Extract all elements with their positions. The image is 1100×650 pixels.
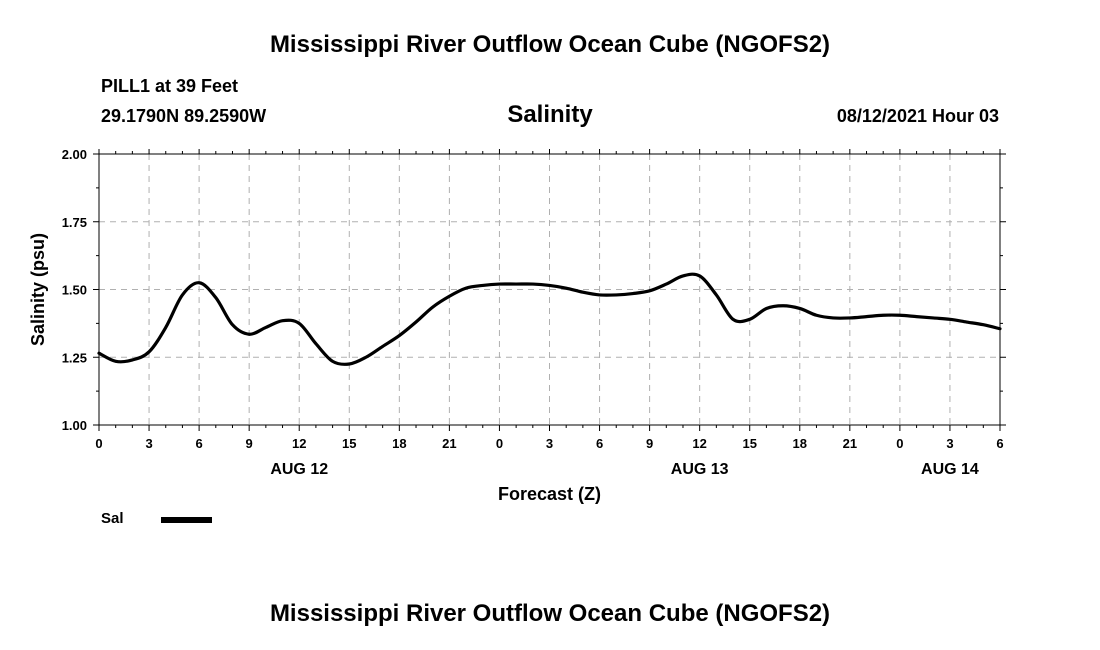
x-tick-label: 3 xyxy=(145,436,152,451)
y-tick-label: 1.50 xyxy=(62,283,87,298)
x-tick-label: 3 xyxy=(946,436,953,451)
series-line-sal xyxy=(97,272,1002,366)
x-tick-label: 12 xyxy=(692,436,706,451)
x-tick-label: 0 xyxy=(496,436,503,451)
y-tick-label: 1.25 xyxy=(62,350,87,365)
y-axis-title: Salinity (psu) xyxy=(28,233,48,346)
legend-label: Sal xyxy=(101,510,124,527)
date-label: AUG 14 xyxy=(921,461,979,478)
x-tick-label: 12 xyxy=(292,436,306,451)
date-label: AUG 12 xyxy=(270,461,328,478)
y-tick-label: 1.75 xyxy=(62,215,87,230)
date-label: AUG 13 xyxy=(671,461,729,478)
x-axis-title: Forecast (Z) xyxy=(498,484,601,504)
x-tick-label: 6 xyxy=(195,436,202,451)
x-tick-label: 3 xyxy=(546,436,553,451)
x-tick-label: 21 xyxy=(442,436,456,451)
station-coords: 29.1790N 89.2590W xyxy=(101,106,267,126)
legend-swatch xyxy=(161,517,212,523)
x-tick-label: 21 xyxy=(843,436,857,451)
x-tick-label: 6 xyxy=(996,436,1003,451)
page-title: Mississippi River Outflow Ocean Cube (NG… xyxy=(269,31,831,58)
y-tick-label: 2.00 xyxy=(62,147,87,162)
x-tick-label: 15 xyxy=(742,436,756,451)
x-tick-label: 18 xyxy=(793,436,807,451)
x-tick-label: 18 xyxy=(392,436,406,451)
y-tick-label: 1.00 xyxy=(62,418,87,433)
x-tick-label: 6 xyxy=(596,436,603,451)
plot-frame xyxy=(98,153,1001,426)
x-tick-label: 9 xyxy=(246,436,253,451)
footer-title: Mississippi River Outflow Ocean Cube (NG… xyxy=(269,600,831,627)
station-label: PILL1 at 39 Feet xyxy=(101,76,239,96)
x-tick-label: 0 xyxy=(896,436,903,451)
forecast-datetime: 08/12/2021 Hour 03 xyxy=(836,106,999,126)
x-tick-label: 15 xyxy=(342,436,356,451)
x-tick-label: 0 xyxy=(95,436,102,451)
chart-title: Salinity xyxy=(507,101,593,128)
x-tick-label: 9 xyxy=(646,436,653,451)
